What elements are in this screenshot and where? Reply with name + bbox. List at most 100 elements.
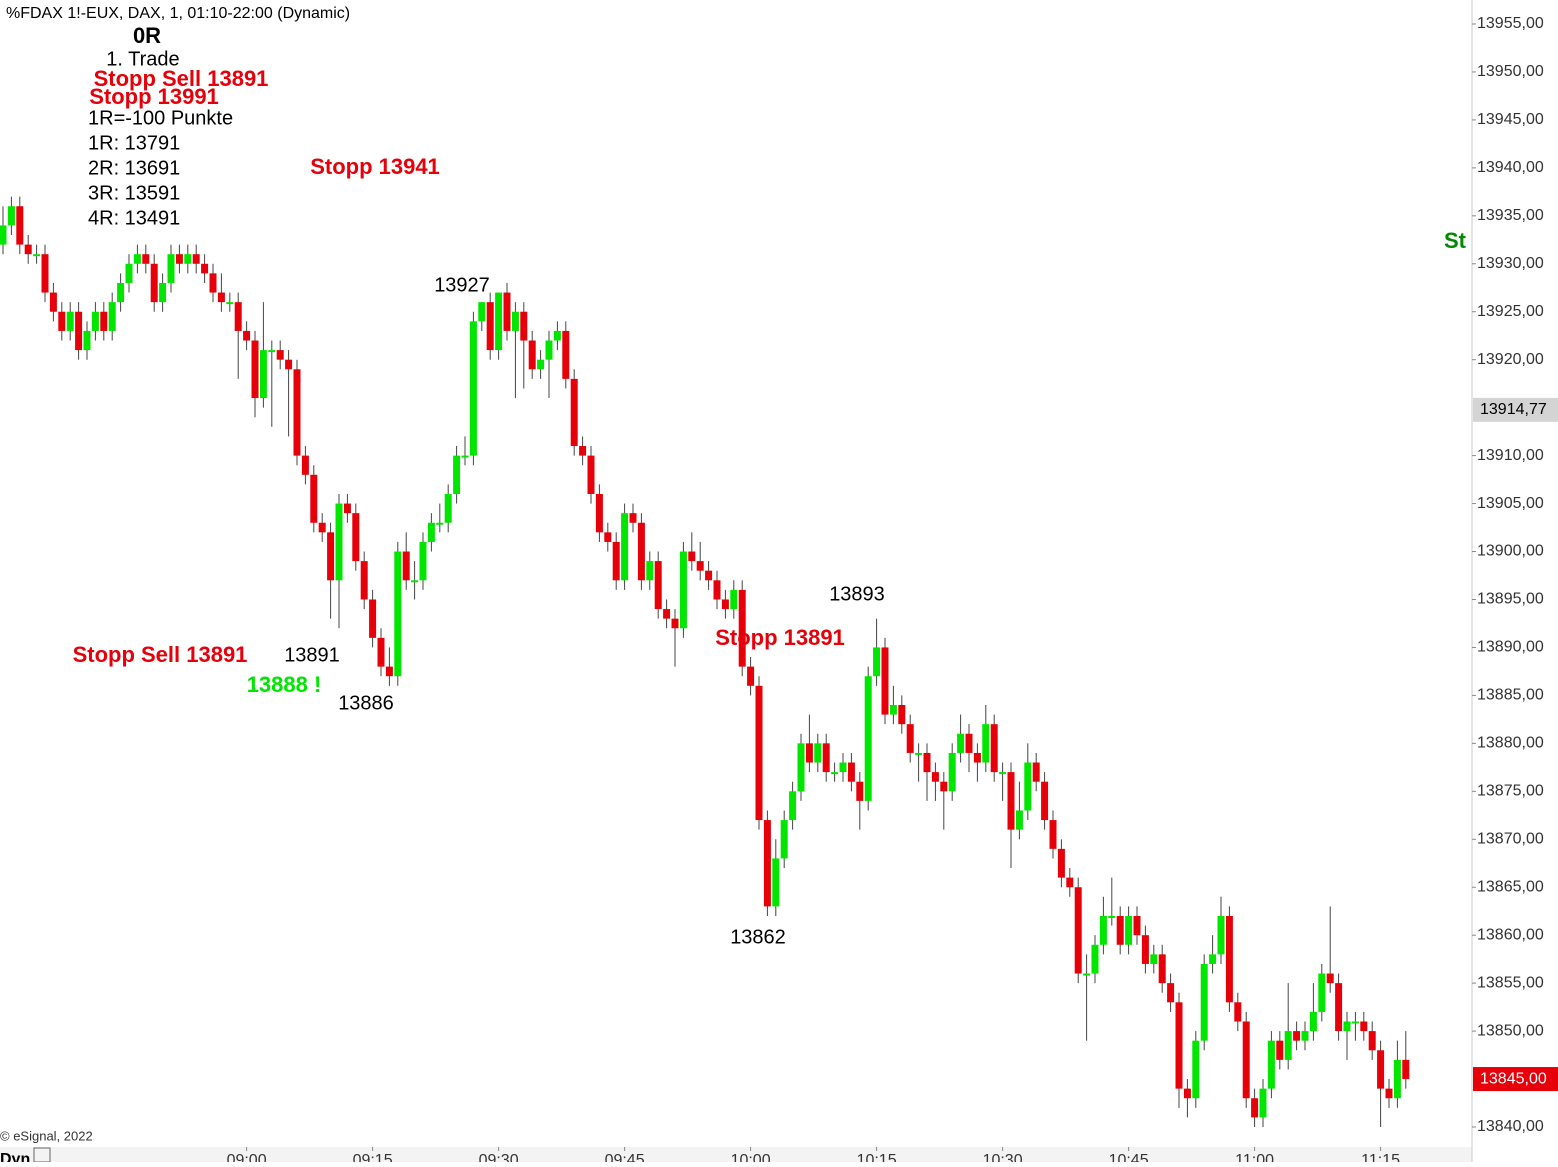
annotation: 13862 [730, 926, 786, 948]
candle-body [789, 791, 797, 821]
y-tick-label: 13945,00 [1477, 111, 1544, 128]
crosshair-label: 13914,77 [1480, 401, 1547, 418]
candle-body [209, 273, 217, 293]
y-tick-label: 13950,00 [1477, 63, 1544, 80]
candle-body [1267, 1040, 1275, 1089]
candle-body [301, 455, 309, 475]
y-tick-label: 13875,00 [1477, 783, 1544, 800]
candle-body [814, 743, 822, 763]
candle-body [713, 580, 721, 600]
candle-body [167, 254, 175, 283]
candle-body [1099, 915, 1107, 945]
candle-body [1393, 1059, 1401, 1099]
candle-body [1276, 1040, 1284, 1060]
candle-body [604, 532, 612, 542]
candle-body [537, 359, 545, 370]
candle-body [66, 311, 74, 331]
candle-body [1343, 1021, 1351, 1032]
copyright: © eSignal, 2022 [0, 1128, 93, 1143]
candle-body [0, 225, 7, 245]
candle-body [150, 263, 158, 303]
candle-body [965, 733, 973, 753]
candle-body [352, 513, 360, 562]
candle-body [528, 340, 536, 370]
candle-body [1385, 1088, 1393, 1099]
annotation: 2R: 13691 [88, 157, 180, 179]
candle-body [335, 503, 343, 581]
candle-body [1041, 781, 1049, 821]
candle-body [705, 570, 713, 581]
x-tick-label: 11:00 [1235, 1152, 1274, 1162]
candle-body [1091, 944, 1099, 974]
annotation: 1R: 13791 [88, 132, 180, 154]
candle-body [1049, 820, 1057, 849]
candle-body [562, 330, 570, 379]
candle-body [461, 455, 469, 458]
x-tick-label: 10:45 [1109, 1152, 1149, 1162]
candle-body [747, 666, 755, 686]
candle-body [948, 752, 956, 792]
candle-body [184, 254, 192, 264]
candle-body [436, 522, 444, 525]
candle-body [49, 292, 57, 312]
candle-body [671, 618, 679, 629]
y-tick-label: 13890,00 [1477, 639, 1544, 656]
y-tick-label: 13905,00 [1477, 495, 1544, 512]
candle-body [1066, 877, 1074, 888]
candle-body [999, 772, 1007, 775]
candle-body [763, 820, 771, 907]
candle-body [570, 378, 578, 447]
candle-body [310, 474, 318, 523]
candle-body [125, 263, 133, 283]
candle-body [1377, 1050, 1385, 1089]
chart-title: %FDAX 1!-EUX, DAX, 1, 01:10-22:00 (Dynam… [6, 5, 350, 22]
y-tick-label: 13855,00 [1477, 974, 1544, 991]
y-tick-label: 13900,00 [1477, 543, 1544, 560]
candle-body [1402, 1059, 1410, 1080]
y-tick-label: 13870,00 [1477, 830, 1544, 847]
candle-body [478, 302, 486, 322]
candle-body [91, 311, 99, 331]
y-tick-label: 13850,00 [1477, 1022, 1544, 1039]
candle-body [1158, 954, 1166, 984]
candle-body [1234, 1002, 1242, 1022]
candle-body [1335, 983, 1343, 1032]
candle-body [721, 599, 729, 610]
candle-body [856, 781, 864, 801]
candle-body [738, 589, 746, 667]
candle-body [931, 772, 939, 782]
candle-body [587, 455, 595, 494]
candle-body [1024, 762, 1032, 811]
candle-body [201, 263, 209, 274]
y-tick-label: 13840,00 [1477, 1118, 1544, 1135]
annotation: Stopp Sell 13891 [73, 642, 248, 667]
candle-body [402, 551, 410, 581]
candle-body [192, 254, 200, 264]
candle-body [1301, 1031, 1309, 1041]
candle-body [1133, 915, 1141, 936]
candle-body [1116, 915, 1124, 945]
y-tick-label: 13920,00 [1477, 351, 1544, 368]
candle-body [1284, 1031, 1292, 1060]
candle-body [973, 752, 981, 763]
candle-body [58, 311, 66, 331]
candle-body [75, 311, 83, 351]
candle-body [1217, 915, 1225, 955]
candle-body [234, 302, 242, 331]
candle-body [360, 561, 368, 600]
candle-body [847, 762, 855, 782]
candle-body [621, 513, 629, 581]
candle-body [24, 244, 32, 255]
annotation: 1R=-100 Punkte [88, 107, 233, 129]
candle-body [553, 330, 561, 341]
candle-body [1209, 954, 1217, 964]
candle-body [511, 311, 519, 331]
candle-body [83, 330, 91, 351]
candle-body [1057, 848, 1065, 878]
y-tick-label: 13925,00 [1477, 303, 1544, 320]
candle-body [864, 676, 872, 801]
y-tick-label: 13935,00 [1477, 207, 1544, 224]
candle-body [419, 541, 427, 581]
